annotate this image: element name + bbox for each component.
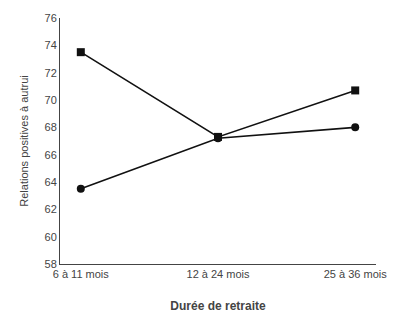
svg-text:68: 68 (45, 121, 57, 133)
svg-text:6 à 11 mois: 6 à 11 mois (53, 268, 110, 280)
svg-text:12 à 24 mois: 12 à 24 mois (187, 268, 250, 280)
svg-text:Durée de retraite: Durée de retraite (170, 299, 266, 313)
svg-text:25 à 36 mois: 25 à 36 mois (324, 268, 387, 280)
svg-text:72: 72 (45, 67, 57, 79)
svg-text:Relations positives à autrui: Relations positives à autrui (18, 75, 30, 206)
svg-text:64: 64 (45, 176, 57, 188)
svg-text:62: 62 (45, 203, 57, 215)
svg-text:58: 58 (45, 258, 57, 270)
svg-text:60: 60 (45, 231, 57, 243)
svg-text:76: 76 (45, 12, 57, 24)
svg-text:66: 66 (45, 149, 57, 161)
svg-text:74: 74 (45, 39, 57, 51)
svg-text:70: 70 (45, 94, 57, 106)
